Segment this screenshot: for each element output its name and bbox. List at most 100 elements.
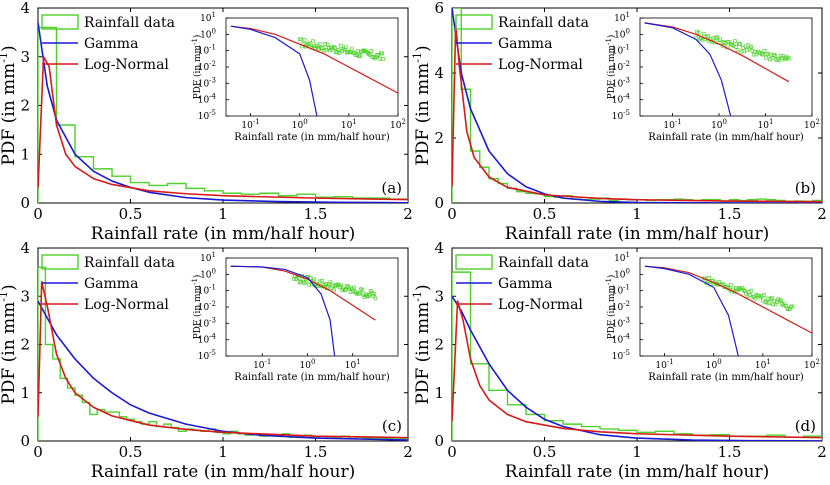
inset-y-axis-label: PDF (in mm-1) [605, 275, 617, 340]
inset-tick-exp: -5 [209, 349, 216, 357]
inset-tick-base: 10 [390, 121, 402, 131]
y-axis-label-sup: -1 [0, 52, 10, 63]
x-tick-label: 1.5 [304, 443, 328, 461]
inset-tick-base: 10 [614, 30, 626, 40]
y-tick-label: 3 [434, 287, 444, 305]
inset-tick-base: 10 [200, 254, 212, 264]
inset-y-tick-label: 101 [614, 251, 630, 264]
inset-y-label-group: PDF (in mm-1) [605, 35, 617, 100]
histogram-series [38, 26, 408, 203]
legend-label: Gamma [84, 276, 138, 292]
inset-y-tick-label: 10-2 [612, 60, 630, 73]
inset-tick-exp: -5 [209, 109, 216, 117]
x-tick-label: 0.5 [533, 443, 557, 461]
inset-x-tick-label: 100 [706, 358, 722, 371]
inset-data-point [706, 34, 710, 39]
y-tick-label: 0 [434, 432, 444, 450]
inset-data-point [769, 295, 774, 300]
inset-tick-base: 10 [614, 270, 626, 280]
inset-tick-base: 10 [292, 121, 304, 131]
inset-data-point [761, 52, 766, 57]
inset-tick-exp: 2 [401, 118, 405, 126]
y-tick-label: 1 [20, 145, 30, 163]
inset-tick-base: 10 [241, 121, 253, 131]
inset-tick-base: 10 [612, 96, 624, 106]
inset-tick-base: 10 [711, 121, 723, 131]
y-axis-label-main: PDF (in mm [413, 302, 433, 405]
inset-data-point [702, 32, 706, 37]
y-axis-label-close: ) [0, 284, 19, 291]
inset-tick-exp: 0 [212, 27, 216, 35]
inset-data-point [358, 53, 363, 58]
inset: 10-1 100 101 10210-510-410-310-210-1100101R… [605, 251, 820, 383]
inset-y-tick-label: 10-4 [198, 93, 217, 106]
inset-data-point [332, 45, 337, 50]
inset-y-tick-label: 10-3 [198, 76, 216, 89]
inset-x-tick-label: 102 [804, 358, 820, 371]
inset-data-point [352, 285, 356, 290]
inset-data-point [718, 37, 722, 42]
inset-data-point [767, 301, 772, 306]
inset-tick-exp: 0 [626, 267, 630, 275]
inset-tick-base: 10 [612, 47, 624, 57]
inset-y-tick-label: 10-3 [612, 76, 630, 89]
x-axis-label: Rainfall rate (in mm/half hour) [91, 224, 355, 244]
y-axis-label-group: PDF (in mm-1) [0, 284, 19, 404]
inset-tick-base: 10 [612, 352, 624, 362]
legend-label: Rainfall data [498, 255, 589, 271]
panel-label: (d) [795, 417, 816, 435]
inset-tick-exp: 2 [815, 358, 819, 366]
inset-tick-exp: 1 [352, 118, 356, 126]
inset-tick-exp: -4 [209, 333, 216, 341]
inset-tick-exp: -4 [209, 93, 216, 101]
inset-x-axis-label: Rainfall rate (in mm/half hour) [234, 132, 390, 143]
y-axis-label-sup: -1 [411, 291, 424, 302]
inset-y-tick-label: 10-2 [612, 300, 630, 313]
inset-y-axis-label: PDF (in mm-1) [191, 275, 203, 340]
inset-tick-exp: -1 [209, 44, 216, 52]
inset-data-point [367, 292, 372, 297]
inset-x-tick-label: 10-1 [663, 118, 681, 131]
inset-y-label-sup: -1 [191, 278, 199, 285]
inset-tick-base: 10 [200, 270, 212, 280]
inset-tick-exp: 0 [303, 118, 307, 126]
inset-tick-exp: -1 [667, 358, 674, 366]
inset-y-tick-label: 10-4 [612, 93, 631, 106]
y-axis-label: PDF (in mm-1) [411, 45, 433, 165]
inset-y-label-sup: -1 [605, 278, 613, 285]
x-tick-label: 2 [817, 443, 827, 461]
inset-tick-exp: -1 [253, 118, 260, 126]
inset-tick-base: 10 [198, 287, 210, 297]
y-axis-label-sup: -1 [0, 291, 10, 302]
y-tick-label: 4 [20, 239, 30, 257]
inset-data-point [318, 279, 322, 284]
inset-data-point [319, 284, 323, 288]
inset-data-point [733, 39, 737, 43]
inset-y-label-close: ) [192, 275, 203, 279]
inset-data-point [323, 282, 328, 286]
y-tick-label: 0 [20, 194, 30, 212]
panel-b: 0 0.5 1 1.5 2 0 2 4 6 Rainfall rate (in mm/half h… [411, 0, 827, 244]
inset-y-label-main: PDF (in mm [606, 284, 617, 339]
legend-label: Gamma [498, 276, 552, 292]
inset-data-point [347, 286, 352, 291]
inset-y-tick-label: 10-1 [612, 284, 630, 297]
plot-area [452, 8, 822, 203]
inset-tick-exp: 1 [766, 358, 770, 366]
inset-tick-exp: -5 [623, 109, 630, 117]
inset-data-point [328, 280, 333, 285]
inset-x-axis-label: Rainfall rate (in mm/half hour) [234, 372, 390, 383]
inset-tick-exp: -5 [623, 349, 630, 357]
inset-data-point [728, 283, 733, 287]
inset-data-point [343, 287, 348, 292]
legend-swatch-data [41, 14, 79, 30]
inset-tick-base: 10 [198, 352, 210, 362]
inset-tick-base: 10 [198, 79, 210, 89]
x-axis-label: Rainfall rate (in mm/half hour) [505, 462, 769, 482]
panel-d: 0 0.5 1 1.5 2 0 1 2 3 4 Rainfall rate (in mm/half … [411, 239, 827, 482]
gamma-curve [38, 300, 408, 441]
inset-x-tick-label: 101 [341, 118, 357, 131]
y-tick-label: 0 [434, 194, 444, 212]
inset-data-point [308, 276, 313, 280]
